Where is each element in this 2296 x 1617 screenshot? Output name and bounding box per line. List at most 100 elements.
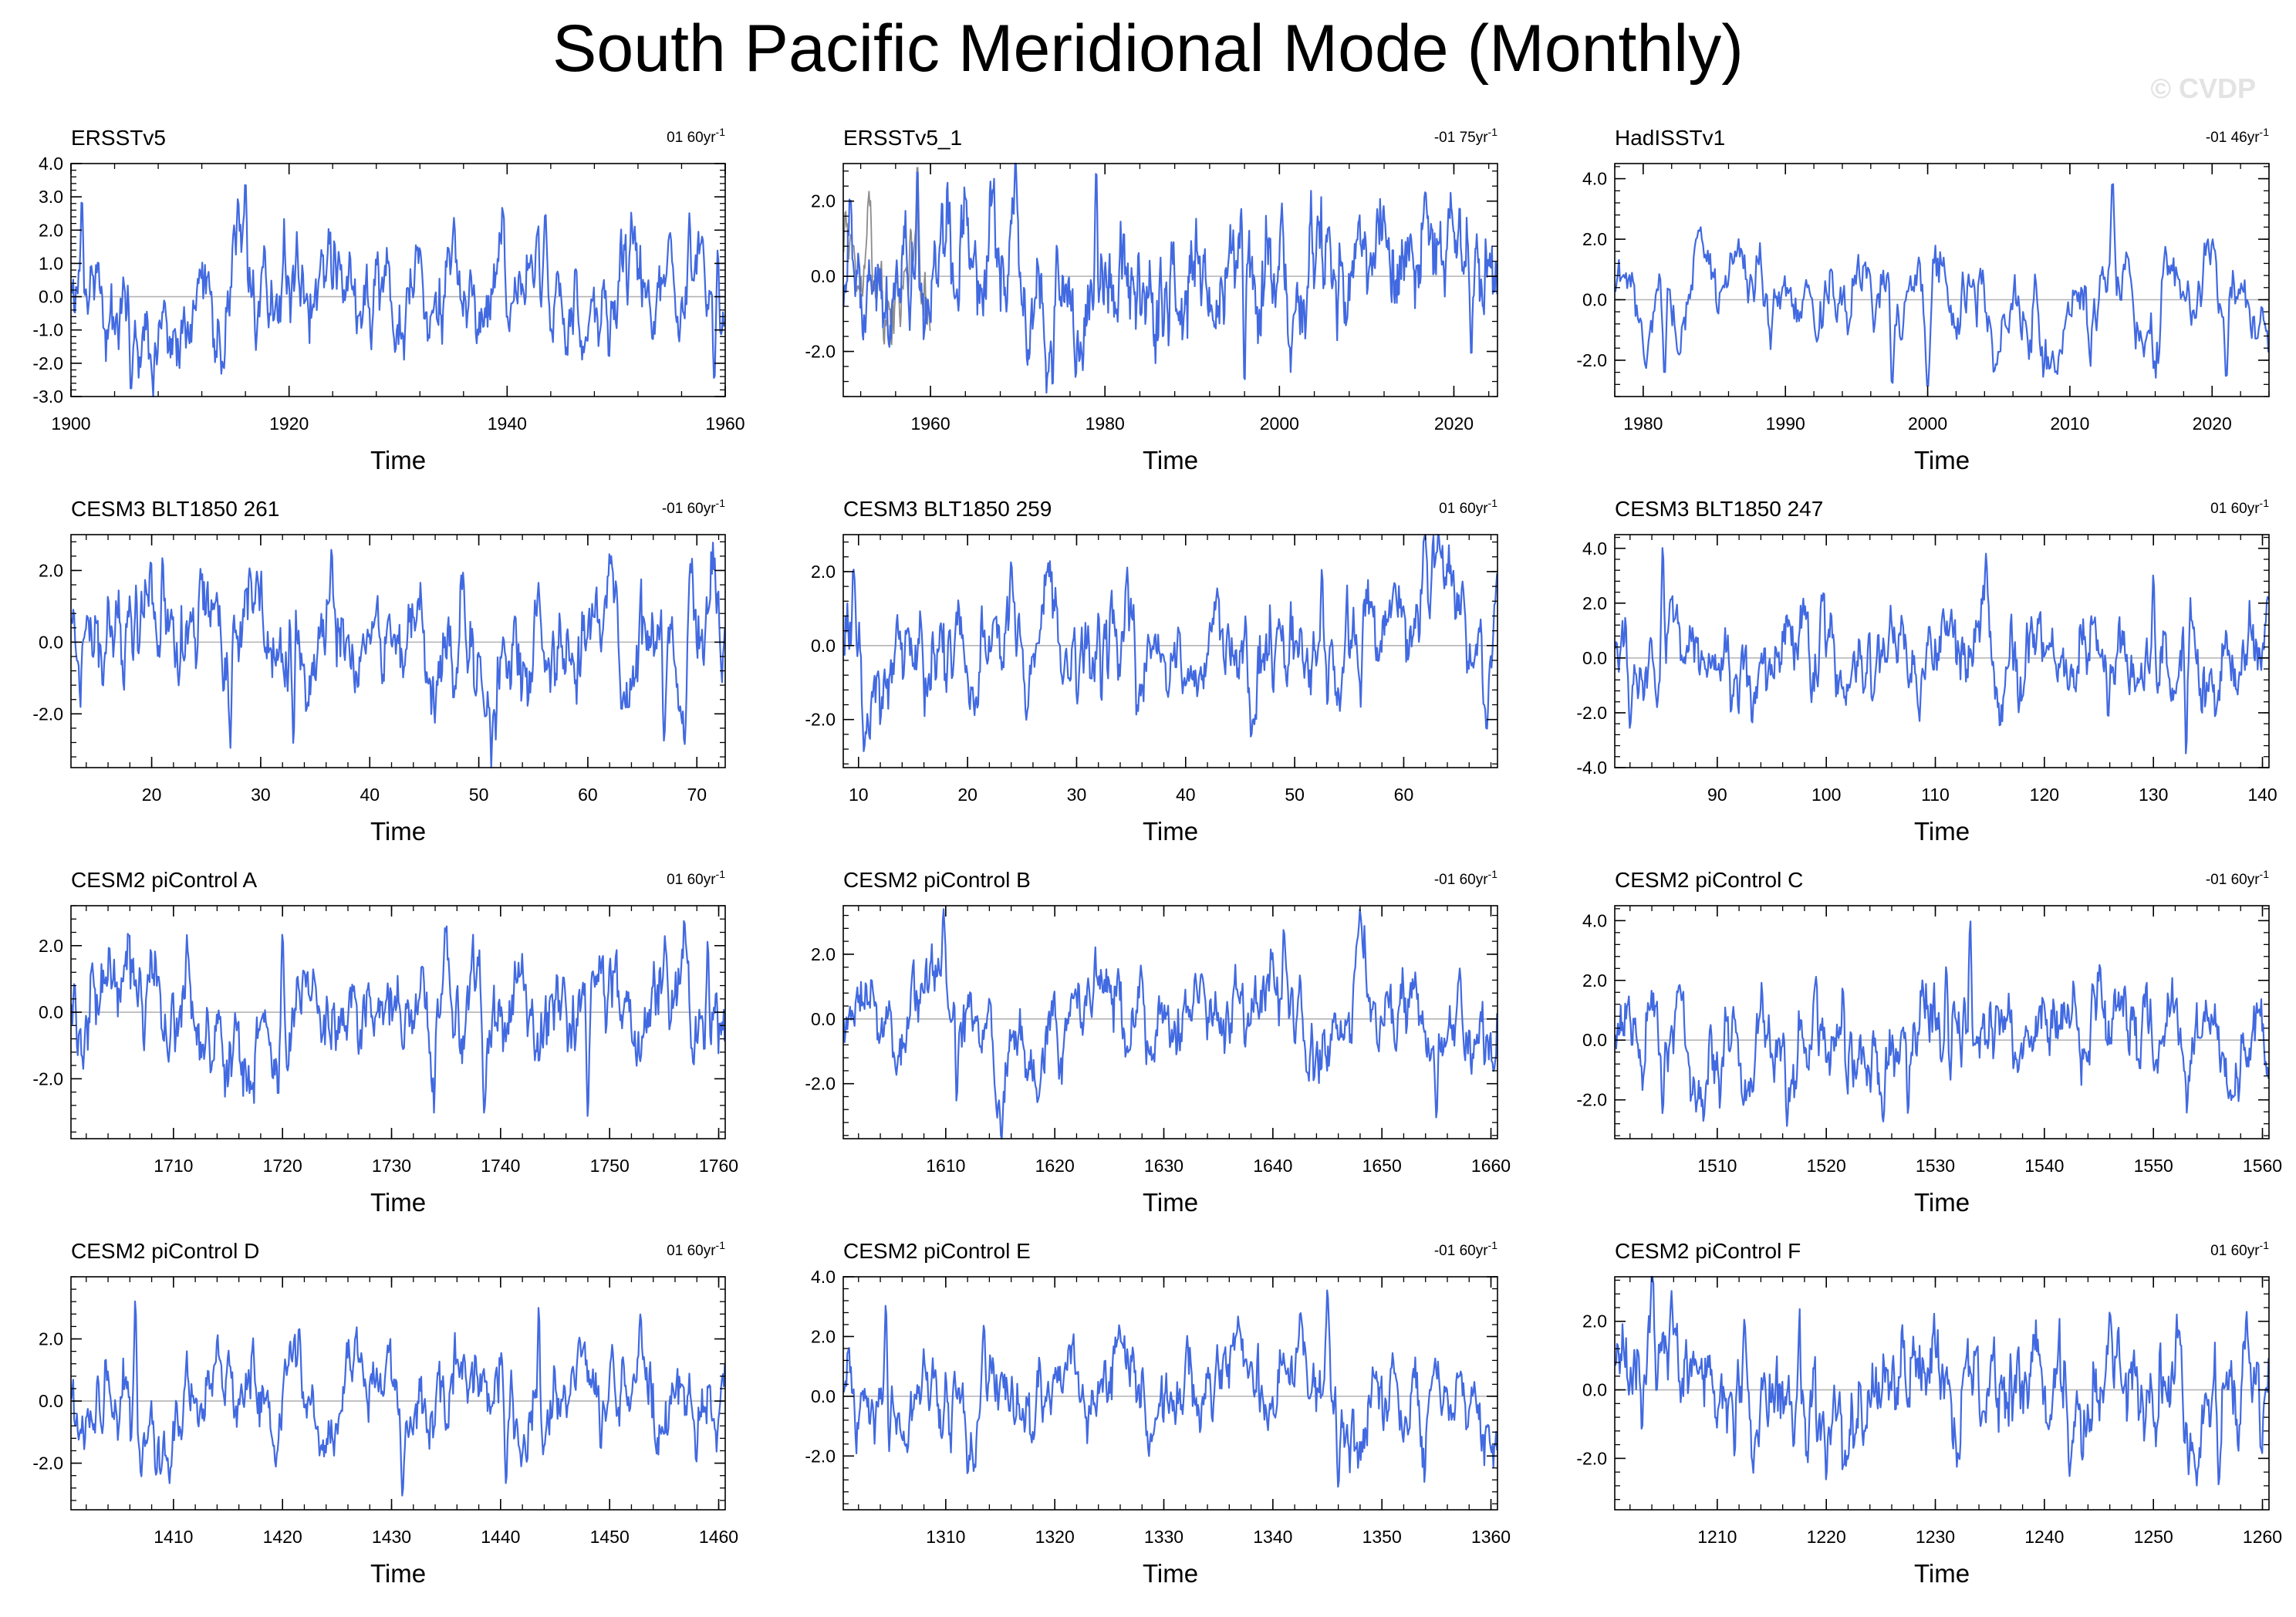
x-tick-label: 20 [957,785,977,805]
x-tick-label: 1620 [1035,1156,1075,1176]
x-axis-label: Time [1914,446,1970,474]
y-tick-label: 2.0 [811,1326,836,1346]
x-axis-label: Time [1143,1188,1198,1217]
y-tick-label: 2.0 [1582,971,1607,991]
x-axis-label: Time [1143,446,1198,474]
x-axis-label: Time [370,817,426,846]
x-tick-label: 1460 [699,1527,738,1547]
x-axis-label: Time [1143,1559,1198,1588]
x-axis-label: Time [1914,817,1970,846]
x-tick-label: 60 [578,785,598,805]
plot-frame [1614,1276,2270,1511]
x-axis-label: Time [370,446,426,474]
x-tick-label: 1310 [926,1527,965,1547]
x-tick-label: 1440 [481,1527,520,1547]
x-tick-label: 30 [251,785,271,805]
y-tick-label: -1.0 [32,320,63,340]
x-tick-label: 1520 [1807,1156,1846,1176]
y-tick-label: 2.0 [39,1329,63,1349]
x-tick-label: 1630 [1144,1156,1183,1176]
x-tick-label: 1710 [154,1156,193,1176]
series-line [70,1300,726,1497]
y-tick-label: -2.0 [1576,350,1607,370]
y-tick-label: 2.0 [39,936,63,956]
y-tick-label: 4.0 [1582,910,1607,930]
x-tick-label: 1980 [1086,414,1125,434]
trend-label: -01 46yr-1 [2206,126,2269,146]
panel-10: CESM2 piControl E -01 60yr-1 -2.0 0.0 2.0 4.0… [805,1239,1511,1588]
y-tick-label: 0.0 [811,1386,836,1406]
y-tick-label: -3.0 [32,387,63,407]
x-tick-label: 1210 [1697,1527,1737,1547]
series-line [842,1289,1498,1488]
x-tick-label: 1550 [2134,1156,2173,1176]
x-tick-label: 1330 [1144,1527,1183,1547]
panel-7: CESM2 piControl B -01 60yr-1 -2.0 0.0 2.0 161… [805,868,1511,1217]
x-tick-label: 50 [469,785,489,805]
x-tick-label: 1340 [1253,1527,1292,1547]
series-line [1614,183,2270,387]
y-tick-label: -2.0 [805,342,836,362]
y-tick-label: 2.0 [811,944,836,964]
x-tick-label: 1660 [1471,1156,1511,1176]
y-tick-label: -2.0 [1576,1090,1607,1110]
panel-9: CESM2 piControl D 01 60yr-1 -2.0 0.0 2.0 1410… [32,1239,738,1588]
trend-label: -01 60yr-1 [662,497,725,517]
panel-6: CESM2 piControl A 01 60yr-1 -2.0 0.0 2.0 1710… [32,868,738,1217]
x-tick-label: 2000 [1908,414,1947,434]
y-tick-label: 0.0 [39,287,63,307]
x-tick-label: 1900 [51,414,90,434]
panel-5: CESM3 BLT1850 247 01 60yr-1 -4.0 -2.0 0.0 2.0… [1576,497,2277,846]
chart-title: South Pacific Meridional Mode (Monthly) [552,12,1744,86]
panel-title: CESM2 piControl A [71,868,258,892]
x-axis-label: Time [1914,1188,1970,1217]
x-tick-label: 1650 [1362,1156,1402,1176]
plot-frame [842,163,1498,397]
x-tick-label: 100 [1811,785,1841,805]
panel-title: CESM3 BLT1850 261 [71,497,279,521]
panel-title: CESM2 piControl D [71,1239,259,1263]
x-tick-label: 1220 [1807,1527,1846,1547]
panel-title: CESM2 piControl F [1615,1239,1801,1263]
y-tick-label: 0.0 [1582,1030,1607,1050]
trend-label: -01 75yr-1 [1434,126,1497,146]
y-tick-label: 0.0 [39,1002,63,1022]
x-tick-label: 1410 [154,1527,193,1547]
x-tick-label: 1540 [2024,1156,2064,1176]
series-line [1614,547,2270,754]
x-axis-label: Time [370,1559,426,1588]
x-tick-label: 20 [142,785,162,805]
x-tick-label: 1430 [372,1527,411,1547]
series-line [1614,1275,2270,1487]
trend-label: -01 60yr-1 [1434,1239,1497,1259]
x-tick-label: 70 [687,785,707,805]
y-tick-label: 2.0 [811,191,836,211]
x-tick-label: 1510 [1697,1156,1737,1176]
plot-frame [842,534,1498,768]
y-tick-label: 2.0 [1582,593,1607,613]
x-tick-label: 1640 [1253,1156,1292,1176]
series-line [70,184,726,398]
x-tick-label: 1730 [372,1156,411,1176]
x-axis-label: Time [1143,817,1198,846]
trend-label: -01 60yr-1 [2206,868,2269,888]
x-tick-label: 1610 [926,1156,965,1176]
panel-11: CESM2 piControl F 01 60yr-1 -2.0 0.0 2.0 1210… [1576,1239,2282,1588]
plot-frame [70,1276,726,1511]
series-line [70,920,726,1117]
trend-label: -01 60yr-1 [1434,868,1497,888]
x-tick-label: 1260 [2243,1527,2282,1547]
series-line [843,533,1498,752]
x-tick-label: 1990 [1766,414,1805,434]
y-tick-label: 0.0 [1582,289,1607,309]
x-tick-label: 1450 [590,1527,630,1547]
x-tick-label: 1980 [1623,414,1663,434]
series-line [1614,920,2270,1127]
panel-title: CESM2 piControl E [843,1239,1031,1263]
y-tick-label: 1.0 [39,253,63,273]
y-tick-label: 2.0 [1582,229,1607,249]
x-axis-label: Time [1914,1559,1970,1588]
panel-title: CESM2 piControl B [843,868,1031,892]
trend-label: 01 60yr-1 [667,1239,725,1259]
x-tick-label: 1740 [481,1156,520,1176]
